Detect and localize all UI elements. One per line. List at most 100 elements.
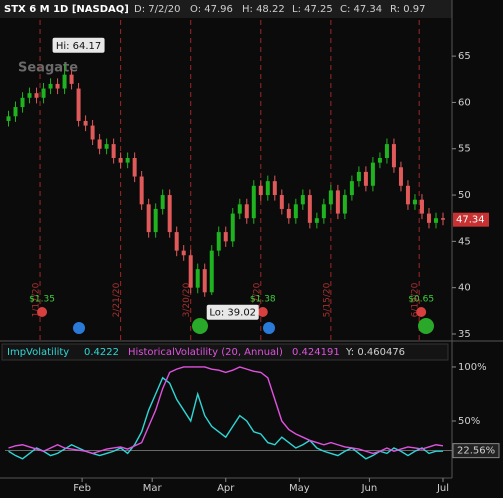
last-price-box (453, 212, 489, 227)
event-icon (192, 318, 208, 334)
candle-body (153, 208, 158, 233)
candle-body (237, 204, 242, 214)
candle-body (370, 162, 375, 186)
header-bar (0, 0, 452, 18)
dividend-icon (37, 307, 48, 317)
candle-body (307, 195, 312, 223)
candle-body (146, 204, 151, 233)
event-date: 2/21/20 (112, 282, 122, 317)
candle-body (83, 120, 88, 126)
y-tick-label: 45 (458, 236, 471, 247)
candle-body (41, 88, 46, 98)
candle-body (363, 171, 368, 186)
vol-line (8, 376, 443, 460)
candle-body (377, 158, 382, 163)
candle-body (223, 232, 228, 242)
candle-body (412, 199, 417, 205)
candle-body (188, 255, 193, 288)
candle-body (20, 97, 25, 108)
candle-body (90, 125, 95, 140)
lo-label: Lo: 39.02 (209, 308, 256, 319)
candle-body (314, 218, 319, 223)
event-date: 4/17/20 (252, 282, 262, 317)
candle-body (111, 144, 116, 159)
candle-body (216, 232, 221, 251)
current-box (452, 443, 500, 459)
candle-body (76, 88, 81, 121)
candle-body (419, 199, 424, 214)
y-tick-label: 55 (458, 144, 471, 155)
y-tick-label: 50 (458, 190, 471, 201)
candle-body (258, 185, 263, 196)
candle-body (426, 213, 431, 223)
x-tick-label: Jun (361, 483, 378, 494)
dividend-amount: $0.65 (408, 295, 434, 305)
candle-body (321, 204, 326, 219)
dividend-amount: $1.35 (29, 295, 55, 305)
dividend-amount: $1.38 (250, 295, 276, 305)
ohlc: O: 47.96 (190, 4, 233, 15)
x-tick-label: Apr (217, 483, 235, 494)
candle-body (265, 181, 270, 196)
event-date: 6/19/20 (411, 282, 421, 317)
y-tick-label: 100% (458, 362, 487, 373)
symbol: STX 6 M 1D [NASDAQ] (4, 4, 129, 15)
watermark: Seagate (18, 61, 78, 76)
candle-body (125, 158, 130, 163)
y-tick-label: 60 (458, 97, 471, 108)
candle-body (272, 181, 277, 196)
candle-body (48, 83, 53, 89)
ohlc: R: 0.97 (390, 4, 425, 15)
event-icon (418, 318, 434, 334)
candle-body (384, 144, 389, 159)
study-name: HistoricalVolatility (20, Annual) (128, 347, 283, 358)
x-tick-label: Mar (143, 483, 163, 494)
event-icon (263, 322, 275, 334)
study-value: 0.4222 (84, 347, 119, 358)
candle-body (34, 93, 39, 98)
y-tick-label: 50% (458, 416, 480, 427)
candle-body (328, 190, 333, 205)
candle-body (55, 83, 60, 89)
candle-body (27, 93, 32, 98)
candle-body (398, 167, 403, 186)
hi-label: Hi: 64.17 (56, 41, 101, 52)
candle-body (69, 74, 74, 84)
candle-body (181, 250, 186, 256)
event-icon (73, 322, 85, 334)
current-label: 22.56% (457, 446, 495, 457)
candle-body (104, 144, 109, 149)
candle-body (244, 204, 249, 219)
candle-body (440, 218, 445, 220)
candle-body (202, 269, 207, 293)
candle-body (433, 218, 438, 223)
candle-body (62, 74, 67, 89)
event-date: 1/17/20 (32, 282, 42, 317)
y-tick-label: 35 (458, 329, 471, 340)
x-tick-label: Jul (436, 483, 449, 494)
x-tick-label: Feb (73, 483, 91, 494)
ohlc: H: 48.22 (242, 4, 285, 15)
candle-body (230, 213, 235, 242)
candle-body (251, 185, 256, 219)
candle-body (195, 269, 200, 288)
hi-callout (52, 37, 105, 53)
candle-body (132, 158, 137, 177)
ohlc: D: 7/2/20 (134, 4, 180, 15)
event-date: 3/20/20 (182, 282, 192, 317)
study-value: 0.424191 (292, 347, 340, 358)
x-tick-label: May (289, 483, 310, 494)
dividend-icon (416, 307, 427, 317)
y-tick-label: 65 (458, 51, 471, 62)
candle-body (279, 195, 284, 209)
cursor-value: Y: 0.460476 (345, 347, 405, 358)
ohlc: L: 47.25 (292, 4, 333, 15)
candle-body (6, 116, 11, 121)
candle-body (300, 195, 305, 205)
candle-body (139, 176, 144, 205)
candle-body (293, 204, 298, 219)
study-name: ImpVolatility (7, 347, 69, 358)
candle-body (209, 250, 214, 293)
last-price: 47.34 (456, 215, 485, 226)
